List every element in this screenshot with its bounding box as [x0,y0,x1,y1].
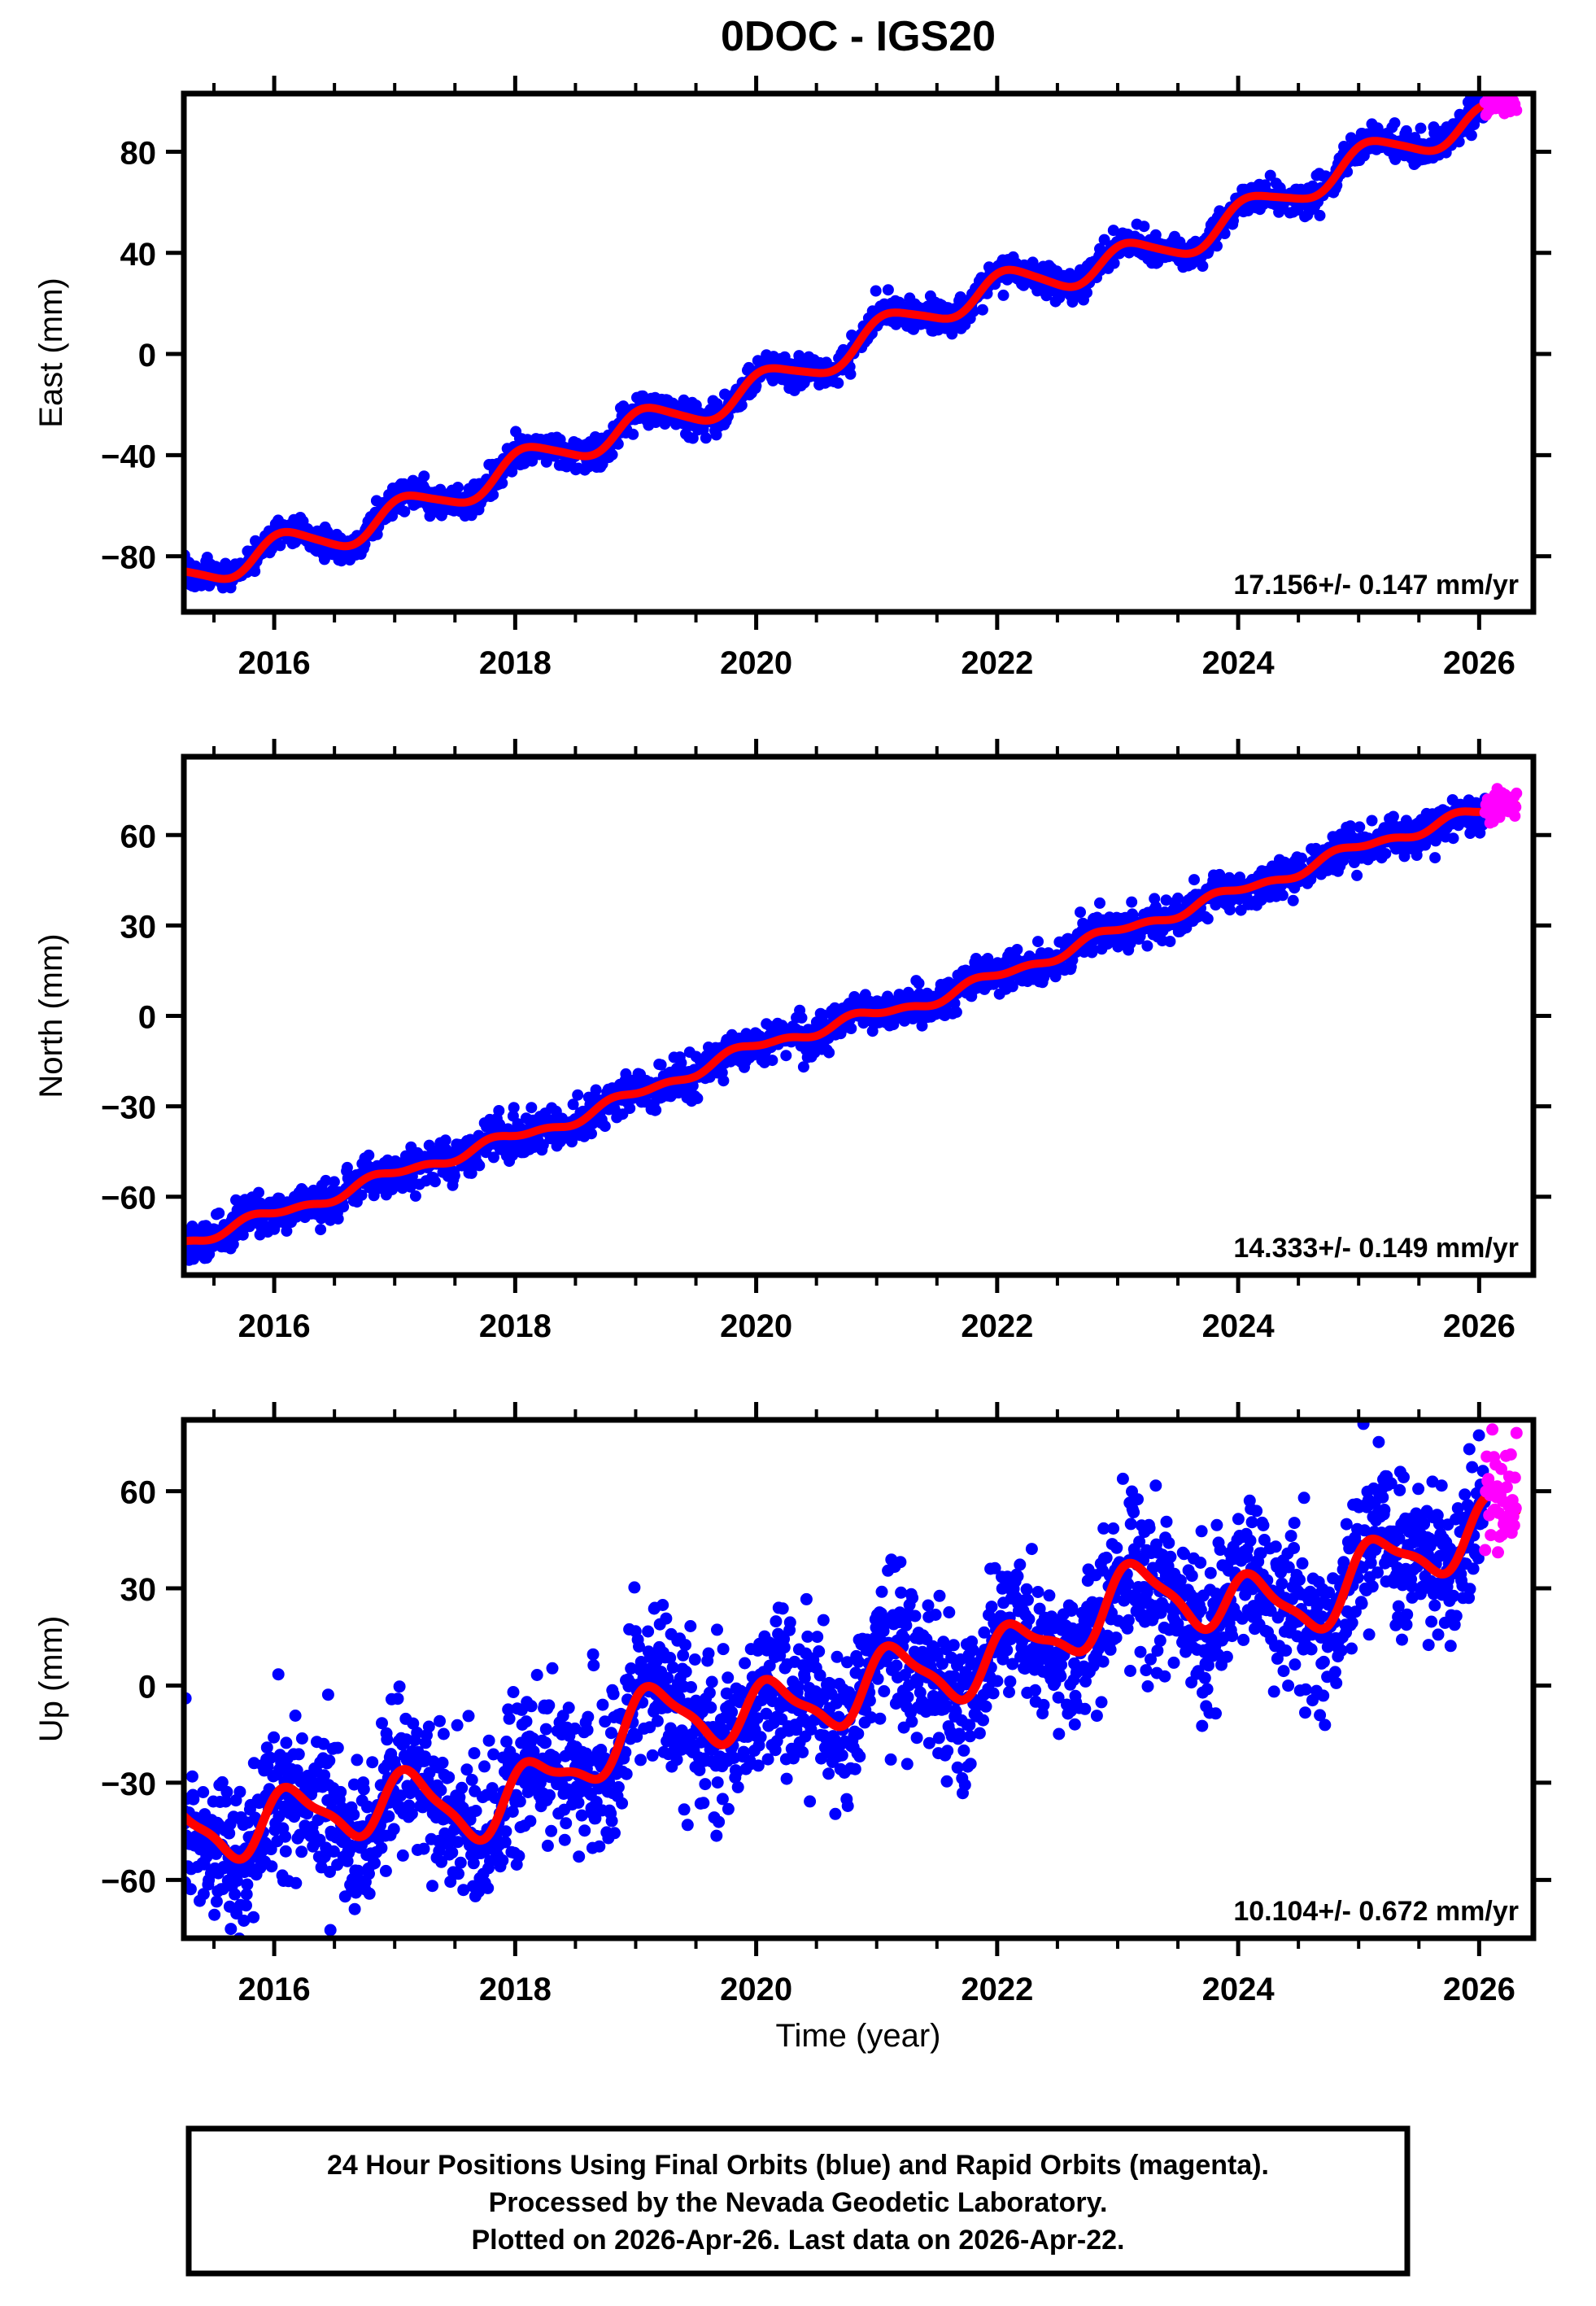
data-layer-up [184,1420,1523,1938]
series-trend-line [184,1490,1521,1864]
y-tick-label: 40 [120,237,157,273]
y-tick-label: 60 [120,1475,157,1511]
series-trend-line [184,99,1521,583]
y-tick-label: −30 [101,1767,156,1802]
y-tick-label: 30 [120,909,157,945]
series-rapid-orbits-points [1479,1423,1523,1559]
x-tick-label: 2018 [479,1308,552,1344]
y-tick-label: 60 [120,819,157,854]
y-axis-label-north: North (mm) [33,933,69,1098]
y-tick-label: 0 [138,338,156,373]
rate-annotation-north: 14.333+/- 0.149 mm/yr [1233,1233,1519,1264]
rate-annotation-east: 17.156+/- 0.147 mm/yr [1233,570,1519,601]
y-tick-label: −60 [101,1863,156,1899]
x-tick-label: 2020 [720,1972,792,2007]
x-tick-label: 2024 [1202,1308,1275,1344]
data-layer-north [184,783,1523,1266]
footer-line-2: Processed by the Nevada Geodetic Laborat… [489,2187,1108,2218]
x-tick-label: 2016 [238,1308,311,1344]
series-final-orbits-points [184,1420,1492,1938]
y-tick-label: 80 [120,135,157,171]
panels-group: 2016 2018 2020 2022 2024 2026 −80 −40 0 40 80 East … [33,76,1551,2007]
x-tick-label: 2022 [961,1972,1033,2007]
y-tick-label: 0 [138,1000,156,1036]
x-tick-label: 2020 [720,645,792,681]
x-tick-label: 2026 [1443,645,1515,681]
x-tick-label: 2026 [1443,1308,1515,1344]
y-tick-label: −80 [101,540,156,576]
footer-line-3: Plotted on 2026-Apr-26. Last data on 202… [472,2225,1125,2256]
footer-box [185,2125,1411,2277]
x-tick-label: 2022 [961,1308,1033,1344]
x-tick-label: 2018 [479,645,552,681]
x-tick-label: 2020 [720,1308,792,1344]
plot-panel-east: 2016 2018 2020 2022 2024 2026 −80 −40 0 40 80 East … [33,76,1551,681]
x-tick-label: 2024 [1202,645,1275,681]
series-rapid-orbits-points [1479,783,1523,829]
data-layer-east [184,94,1523,594]
y-tick-label: −60 [101,1181,156,1216]
x-axis-label: Time (year) [776,2018,941,2054]
rate-annotation-up: 10.104+/- 0.672 mm/yr [1233,1896,1519,1927]
y-tick-label: 30 [120,1572,157,1608]
x-tick-label: 2024 [1202,1972,1275,2007]
x-tick-label: 2016 [238,645,311,681]
series-final-orbits-points [184,94,1491,594]
page-title: 0DOC - IGS20 [721,13,996,60]
x-tick-label: 2022 [961,645,1033,681]
y-tick-label: 0 [138,1669,156,1705]
plot-panel-north: 2016 2018 2020 2022 2024 2026 −60 −30 0 30 60 North… [33,739,1551,1344]
x-tick-label: 2026 [1443,1972,1515,2007]
y-tick-label: −30 [101,1090,156,1126]
x-tick-label: 2018 [479,1972,552,2007]
plot-panel-up: 2016 2018 2020 2022 2024 2026 −60 −30 0 30 60 Up (m… [33,1402,1551,2007]
y-tick-label: −40 [101,439,156,474]
footer-line-1: 24 Hour Positions Using Final Orbits (bl… [327,2150,1269,2181]
series-final-orbits-points [184,793,1491,1266]
y-axis-label-up: Up (mm) [33,1616,69,1743]
series-trend-line [184,801,1521,1246]
x-tick-label: 2016 [238,1972,311,2007]
series-rapid-orbits-points [1479,94,1523,121]
axis-frame-up [181,1417,1537,1941]
y-axis-label-east: East (mm) [33,277,69,427]
